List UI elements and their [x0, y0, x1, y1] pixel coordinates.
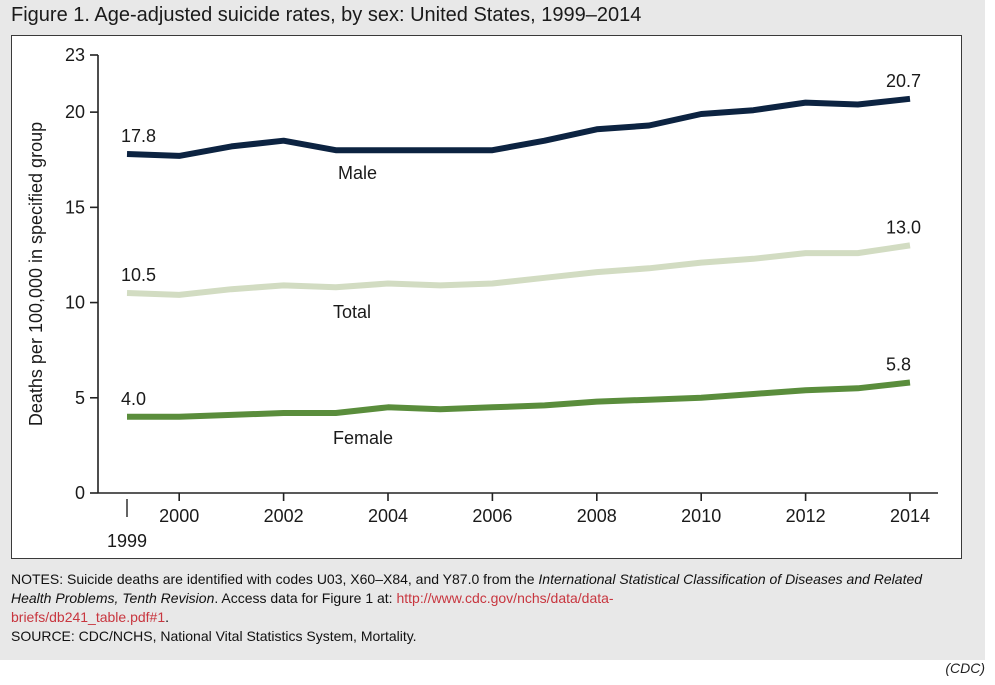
- y-tick-label: 0: [75, 483, 85, 503]
- x-tick-label: 2002: [264, 506, 304, 526]
- series-name-label: Male: [338, 163, 377, 183]
- notes-link-line2: briefs/db241_table.pdf#1: [11, 609, 166, 625]
- end-value-label: 13.0: [886, 217, 921, 237]
- end-value-label: 5.8: [886, 355, 911, 375]
- y-tick-label: 23: [65, 45, 85, 65]
- notes-access-text: . Access data for Figure 1 at:: [214, 590, 397, 606]
- image-credit: (CDC): [945, 660, 985, 676]
- y-tick-label: 20: [65, 102, 85, 122]
- y-tick-label: 5: [75, 388, 85, 408]
- x-tick-label: 2008: [577, 506, 617, 526]
- x-tick-label: 2012: [786, 506, 826, 526]
- x-tick-label: 2010: [681, 506, 721, 526]
- start-value-label: 10.5: [121, 265, 156, 285]
- notes-link-end: .: [165, 609, 170, 625]
- y-axis-title: Deaths per 100,000 in specified group: [26, 122, 46, 426]
- notes-prefix: NOTES: Suicide deaths are identified wit…: [11, 571, 539, 587]
- series-name-label: Total: [333, 302, 371, 322]
- y-tick-label: 15: [65, 197, 85, 217]
- end-value-label: 20.7: [886, 71, 921, 91]
- figure-title: Figure 1. Age-adjusted suicide rates, by…: [11, 4, 642, 26]
- x-tick-label: 2006: [472, 506, 512, 526]
- x-tick-label: 2014: [890, 506, 930, 526]
- notes-link-line1: http://www.cdc.gov/nchs/data/data-: [396, 590, 614, 606]
- notes-data-link[interactable]: http://www.cdc.gov/nchs/data/data-briefs…: [11, 590, 614, 625]
- series-name-label: Female: [333, 428, 393, 448]
- notes-source: SOURCE: CDC/NCHS, National Vital Statist…: [11, 628, 417, 644]
- x-tick-label: 2004: [368, 506, 408, 526]
- start-value-label: 4.0: [121, 389, 146, 409]
- series-line-female: [127, 379, 911, 420]
- y-tick-label: 10: [65, 293, 85, 313]
- series-line-male: [126, 95, 911, 159]
- x-tick-label: 2000: [159, 506, 199, 526]
- notes-italic-source: International Statistical Classification…: [11, 571, 923, 606]
- figure-notes: NOTES: Suicide deaths are identified wit…: [11, 570, 961, 646]
- start-value-label: 17.8: [121, 126, 156, 146]
- series-line-total: [126, 242, 911, 298]
- x-tick-label: 1999: [107, 531, 147, 551]
